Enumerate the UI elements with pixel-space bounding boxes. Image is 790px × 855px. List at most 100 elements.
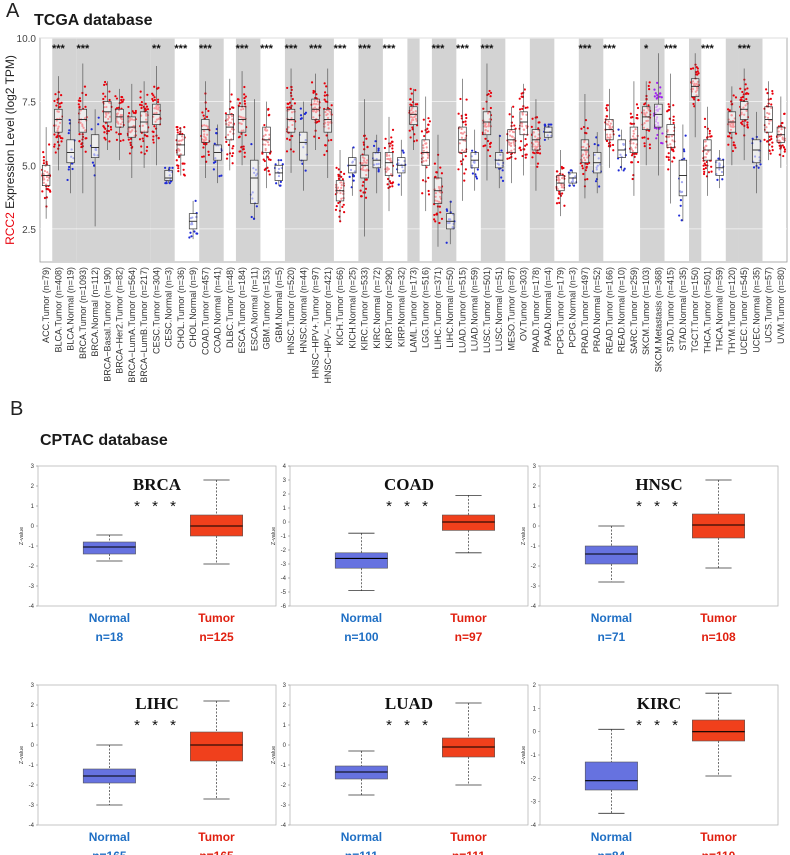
tcga-point: [231, 154, 234, 158]
cptac-group-label: Normal: [341, 611, 382, 625]
tcga-point: [231, 152, 235, 155]
tcga-point: [501, 179, 505, 182]
tcga-shade-band: [284, 38, 334, 262]
tcga-point: [364, 187, 368, 190]
tcga-point: [127, 138, 130, 141]
cptac-ytick-label: 0: [533, 524, 537, 530]
tcga-category-label: BLCA.Tumor (n=408): [53, 267, 63, 352]
tcga-category-label: BRCA−Her2.Tumor (n=82): [115, 267, 125, 374]
cptac-n-label: n=97: [455, 630, 483, 644]
tcga-point: [140, 101, 143, 104]
tcga-point: [201, 155, 204, 158]
tcga-point: [151, 97, 154, 101]
tcga-point: [506, 157, 509, 160]
tcga-ylabel: RCC2 Expression Level (log2 TPM): [3, 55, 17, 245]
tcga-point: [390, 136, 393, 139]
cptac-ytick-label: 3: [31, 683, 35, 689]
tcga-point: [225, 140, 228, 144]
tcga-point: [457, 112, 460, 115]
tcga-point: [323, 98, 326, 101]
tcga-point: [409, 136, 412, 139]
tcga-box: [384, 152, 394, 176]
cptac-ylabel: Z-value: [19, 746, 25, 764]
tcga-point: [323, 82, 326, 85]
tcga-point: [165, 181, 168, 185]
tcga-box: [507, 129, 516, 153]
tcga-point: [409, 87, 412, 91]
tcga-point: [440, 172, 444, 175]
tcga-point: [146, 108, 150, 111]
tcga-point: [438, 205, 442, 208]
cptac-box-tumor: [190, 731, 243, 762]
tcga-box: [409, 106, 418, 125]
tcga-point: [103, 83, 106, 86]
tcga-category-label: LUSC.Tumor (n=501): [482, 267, 492, 353]
cptac-ytick-label: -3: [531, 800, 537, 806]
tcga-shade-band: [235, 38, 261, 262]
tcga-category-label: LUSC.Normal (n=51): [494, 267, 504, 351]
tcga-point: [178, 155, 181, 159]
cptac-panel-luad: 3 2 1 0 -1 -2 -3 -4 Z-value LUAD * * * Normal n=111 T…: [271, 683, 529, 855]
cptac-ytick-label: -4: [29, 823, 35, 829]
tcga-point: [301, 162, 304, 165]
tcga-point: [177, 167, 180, 170]
tcga-point: [61, 137, 64, 140]
tcga-category-label: GBM.Tumor (n=153): [262, 267, 272, 349]
tcga-point: [285, 150, 289, 153]
cptac-ytick-label: -3: [531, 584, 537, 590]
tcga-point: [103, 131, 106, 134]
tcga-point: [411, 126, 414, 129]
tcga-point: [237, 104, 240, 107]
cptac-panel-lihc: 3 2 1 0 -1 -2 -3 -4 Z-value LIHC * * * Normal n=165 T…: [19, 683, 277, 855]
tcga-point: [71, 167, 74, 171]
cptac-box-tumor: [442, 514, 495, 531]
tcga-point: [388, 185, 391, 188]
tcga-point: [104, 95, 107, 98]
tcga-point: [42, 159, 45, 162]
tcga-point: [177, 170, 180, 173]
tcga-point: [164, 166, 167, 169]
tcga-point: [128, 112, 131, 115]
tcga-point: [409, 103, 412, 106]
cptac-ytick-label: -6: [281, 604, 287, 610]
tcga-point: [129, 141, 132, 144]
tcga-point: [397, 183, 400, 186]
cptac-ylabel: Z-value: [521, 746, 527, 764]
tcga-point: [501, 169, 504, 172]
cptac-ytick-label: -2: [281, 783, 287, 789]
cptac-ytick-label: -5: [281, 590, 287, 596]
tcga-point: [107, 129, 111, 133]
tcga-point: [402, 151, 405, 154]
cptac-title: HNSC: [635, 475, 682, 494]
tcga-point: [183, 125, 186, 129]
tcga-point: [55, 104, 58, 107]
tcga-significance: ***: [456, 43, 470, 55]
tcga-point: [410, 92, 413, 95]
cptac-ytick-label: -2: [531, 776, 537, 782]
cptac-ytick-label: 0: [283, 743, 287, 749]
tcga-point: [83, 85, 87, 88]
tcga-point: [43, 196, 47, 200]
tcga-point: [84, 105, 87, 108]
tcga-point: [325, 149, 328, 153]
tcga-point: [243, 93, 246, 96]
tcga-point: [102, 92, 105, 95]
tcga-point: [317, 136, 321, 140]
tcga-point: [445, 241, 448, 244]
tcga-category-label: COAD.Normal (n=41): [213, 267, 223, 353]
tcga-significance: ***: [358, 43, 372, 55]
tcga-significance: ***: [383, 43, 397, 55]
tcga-point: [58, 134, 61, 138]
tcga-point: [220, 174, 223, 177]
tcga-box: [54, 108, 63, 133]
tcga-point: [293, 102, 297, 105]
tcga-point: [103, 136, 106, 139]
tcga-point: [60, 94, 63, 97]
tcga-point: [90, 128, 93, 131]
tcga-category-label: BLCA.Normal (n=19): [66, 267, 76, 351]
tcga-point: [366, 145, 369, 148]
cptac-ytick-label: -4: [281, 576, 287, 582]
tcga-point: [97, 123, 100, 126]
tcga-point: [78, 140, 81, 143]
cptac-ytick-label: -2: [281, 548, 287, 554]
